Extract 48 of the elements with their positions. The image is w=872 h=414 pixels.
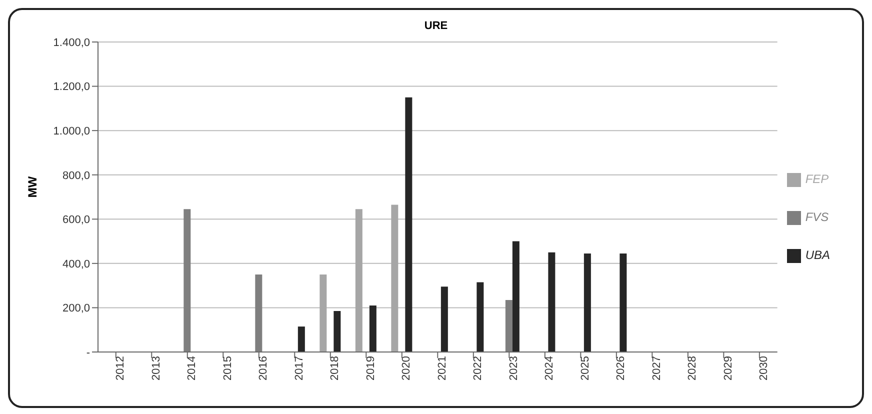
legend-label: UBA [805, 248, 830, 262]
y-tick-label: 200,0 [62, 302, 90, 315]
bar [298, 326, 305, 352]
x-tick-label: 2030 [758, 356, 770, 380]
legend-label: FEP [805, 172, 829, 186]
x-tick-label: 2028 [686, 356, 699, 380]
bar [584, 253, 591, 352]
y-tick-label: 1.000,0 [53, 125, 90, 138]
x-tick-label: 2013 [150, 356, 162, 380]
bar [255, 274, 262, 352]
x-tick-label: 2029 [722, 356, 734, 380]
bar [184, 209, 191, 352]
x-tick-label: 2018 [329, 356, 342, 380]
y-tick-label: 1.400,0 [53, 36, 90, 49]
y-tick-label: - [86, 346, 90, 359]
bar [369, 306, 376, 352]
x-tick-label: 2012 [114, 356, 127, 380]
x-tick-label: 2024 [544, 356, 556, 380]
x-tick-label: 2015 [222, 356, 234, 380]
x-tick-label: 2016 [258, 356, 270, 380]
x-tick-label: 2021 [436, 356, 448, 380]
bar [620, 253, 627, 352]
x-tick-label: 2020 [400, 356, 413, 380]
x-tick-label: 2019 [364, 356, 377, 380]
bar [548, 252, 556, 352]
bar [391, 204, 398, 352]
y-tick-label: 400,0 [62, 258, 90, 270]
x-tick-label: 2023 [508, 356, 520, 380]
bar [355, 209, 362, 352]
x-tick-label: 2014 [186, 356, 198, 380]
x-tick-label: 2026 [615, 356, 628, 380]
x-tick-label: 2022 [472, 356, 484, 380]
bar [334, 311, 341, 352]
bar [440, 286, 448, 352]
y-tick-label: 600,0 [62, 214, 90, 226]
x-tick-label: 2027 [650, 356, 663, 380]
bar [320, 274, 327, 352]
y-tick-label: 1.200,0 [53, 81, 90, 94]
bar [512, 241, 520, 352]
y-tick-label: 800,0 [62, 170, 90, 182]
bar [405, 97, 412, 352]
legend-label: FVS [805, 210, 829, 224]
x-tick-label: 2025 [579, 356, 592, 380]
chart-title: URE [423, 20, 449, 32]
bar [505, 300, 512, 352]
y-axis-title: MW [26, 176, 40, 198]
x-tick-label: 2017 [293, 356, 306, 380]
bar [476, 282, 484, 352]
